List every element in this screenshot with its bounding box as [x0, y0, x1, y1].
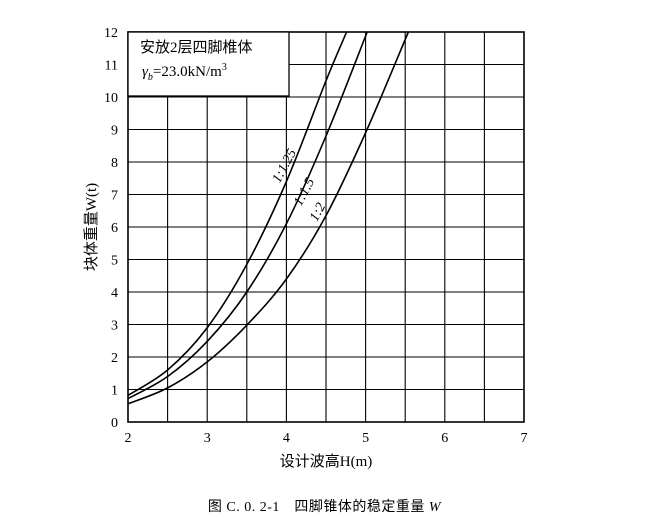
y-tick-label: 0 [111, 416, 118, 431]
legend-box-frame [127, 31, 290, 97]
y-tick-label: 6 [111, 221, 118, 236]
series-curves [127, 31, 410, 405]
series-labels: 1:1.251:1.51:2 [270, 147, 329, 224]
legend-line-2: γb=23.0kN/m3 [142, 62, 227, 83]
legend-line-1: 安放2层四脚椎体 [140, 39, 253, 56]
y-tick-label: 8 [111, 156, 118, 171]
y-tick-label: 9 [111, 124, 118, 139]
y-axis-label: 块体重量W(t) [83, 183, 100, 271]
x-axis-label: 设计波高H(m) [280, 453, 373, 470]
x-tick-label: 7 [521, 431, 528, 446]
y-tick-label: 3 [111, 319, 118, 334]
series-curve-1 [127, 31, 348, 397]
legend-density-superscript: 3 [222, 62, 227, 73]
series-curve-3 [127, 31, 410, 405]
x-tick-label: 3 [204, 431, 211, 446]
x-tick-label: 6 [441, 431, 448, 446]
y-tick-label: 4 [111, 286, 118, 301]
y-tick-label: 10 [104, 91, 118, 106]
x-tick-label: 5 [362, 431, 369, 446]
grid [128, 32, 524, 422]
series-label: 1:1.25 [270, 147, 300, 186]
legend-gamma-subscript: b [148, 72, 153, 83]
legend-density-value: =23.0kN/m [153, 64, 222, 80]
y-tick-label: 12 [104, 26, 118, 41]
y-tick-label: 2 [111, 351, 118, 366]
plot-frame [127, 31, 525, 423]
series-curve-2 [127, 31, 368, 400]
x-tick-label: 4 [283, 431, 290, 446]
x-tick-label: 2 [125, 431, 132, 446]
legend-gamma-symbol: γ [142, 64, 149, 80]
y-tick-label: 7 [111, 189, 118, 204]
y-tick-label: 11 [105, 59, 118, 74]
y-tick-label: 1 [111, 384, 118, 399]
figure-caption: 图 C. 0. 2-1 四脚锥体的稳定重量 W [0, 496, 649, 516]
y-tick-label: 5 [111, 254, 118, 269]
caption-variable: W [428, 500, 442, 515]
caption-text: 图 C. 0. 2-1 四脚锥体的稳定重量 [207, 500, 429, 515]
legend-box: 安放2层四脚椎体 γb=23.0kN/m3 [127, 31, 290, 97]
